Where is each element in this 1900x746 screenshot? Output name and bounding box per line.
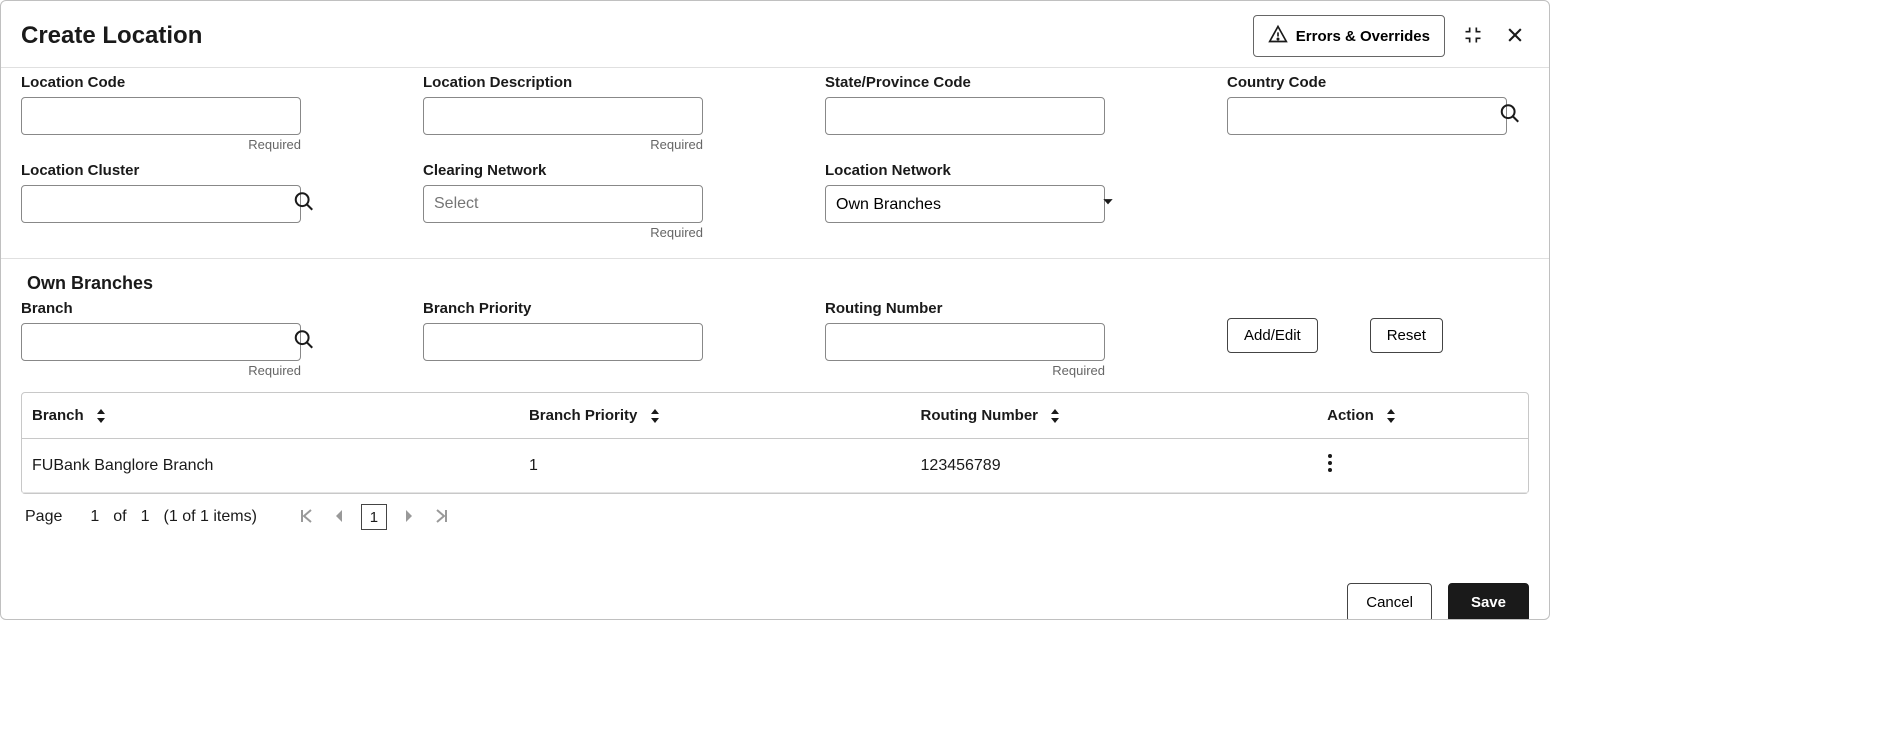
table-row: FUBank Banglore Branch 1 123456789 <box>22 439 1528 493</box>
minimize-icon <box>1463 25 1483 48</box>
add-edit-button[interactable]: Add/Edit <box>1227 318 1318 353</box>
label-state-province-code: State/Province Code <box>825 74 1127 91</box>
col-action-label: Action <box>1327 407 1374 424</box>
input-state-province-code[interactable] <box>825 97 1105 135</box>
own-branches-section: Own Branches Branch Required <box>1 258 1549 554</box>
pager-items-text: (1 of 1 items) <box>164 508 257 526</box>
sort-icon <box>650 409 660 423</box>
label-location-network: Location Network <box>825 162 1127 179</box>
label-location-description: Location Description <box>423 74 725 91</box>
field-clearing-network: Clearing Network Required <box>423 162 725 240</box>
field-branch-priority: Branch Priority <box>423 300 725 361</box>
field-branch-actions: Add/Edit Reset <box>1227 300 1529 353</box>
table-header-row: Branch Branch Priority Rou <box>22 393 1528 439</box>
label-branch-priority: Branch Priority <box>423 300 725 317</box>
collapse-button[interactable] <box>1459 21 1487 52</box>
input-location-description[interactable] <box>423 97 703 135</box>
location-form-section: Location Code Required Location Descript… <box>1 68 1549 254</box>
errors-overrides-label: Errors & Overrides <box>1296 28 1430 45</box>
pager-current: 1 <box>90 508 99 526</box>
col-branch-label: Branch <box>32 407 84 424</box>
pager-total: 1 <box>141 508 150 526</box>
create-location-modal: Create Location Errors & Overrides <box>0 0 1550 620</box>
label-branch: Branch <box>21 300 323 317</box>
label-routing-number: Routing Number <box>825 300 1127 317</box>
input-clearing-network[interactable] <box>423 185 703 223</box>
header-actions: Errors & Overrides <box>1253 15 1529 57</box>
helper-branch: Required <box>21 363 301 378</box>
reset-button[interactable]: Reset <box>1370 318 1443 353</box>
sort-icon <box>96 409 106 423</box>
pager: Page 1 of 1 (1 of 1 items) <box>21 504 1529 540</box>
save-button[interactable]: Save <box>1448 583 1529 620</box>
cell-branch: FUBank Banglore Branch <box>22 439 519 493</box>
chevron-right-icon <box>403 508 415 527</box>
label-country-code: Country Code <box>1227 74 1529 91</box>
helper-location-code: Required <box>21 137 301 152</box>
form-grid-top: Location Code Required Location Descript… <box>21 74 1529 240</box>
pager-first-button[interactable] <box>297 506 317 529</box>
close-icon <box>1505 25 1525 48</box>
own-branches-title: Own Branches <box>27 273 1529 294</box>
field-branch: Branch Required <box>21 300 323 378</box>
pager-next-button[interactable] <box>401 506 417 529</box>
col-routing-number[interactable]: Routing Number <box>911 393 1318 439</box>
sort-icon <box>1050 409 1060 423</box>
modal-header: Create Location Errors & Overrides <box>1 1 1549 68</box>
field-location-code: Location Code Required <box>21 74 323 152</box>
field-routing-number: Routing Number Required <box>825 300 1127 378</box>
branches-table: Branch Branch Priority Rou <box>21 392 1529 494</box>
input-country-code[interactable] <box>1227 97 1507 135</box>
select-location-network[interactable]: Own Branches <box>825 185 1105 223</box>
input-branch-priority[interactable] <box>423 323 703 361</box>
field-location-network: Location Network Own Branches <box>825 162 1127 223</box>
cancel-button[interactable]: Cancel <box>1347 583 1432 620</box>
cell-action <box>1317 439 1528 493</box>
label-clearing-network: Clearing Network <box>423 162 725 179</box>
cell-routing-number: 123456789 <box>911 439 1318 493</box>
first-page-icon <box>299 508 315 527</box>
input-location-cluster[interactable] <box>21 185 301 223</box>
pager-last-button[interactable] <box>431 506 451 529</box>
input-branch[interactable] <box>21 323 301 361</box>
modal-body: Location Code Required Location Descript… <box>1 68 1549 620</box>
row-actions-menu[interactable] <box>1327 453 1333 473</box>
helper-location-description: Required <box>423 137 703 152</box>
pager-prev-button[interactable] <box>331 506 347 529</box>
last-page-icon <box>433 508 449 527</box>
cell-branch-priority: 1 <box>519 439 911 493</box>
col-action[interactable]: Action <box>1317 393 1528 439</box>
input-location-code[interactable] <box>21 97 301 135</box>
col-routing-number-label: Routing Number <box>921 407 1039 424</box>
field-state-province-code: State/Province Code <box>825 74 1127 135</box>
warning-icon <box>1268 24 1288 48</box>
pager-page-label: Page <box>25 508 62 526</box>
pager-of-label: of <box>113 508 126 526</box>
form-grid-branches: Branch Required Branch Priority <box>21 300 1529 378</box>
label-location-code: Location Code <box>21 74 323 91</box>
helper-clearing-network: Required <box>423 225 703 240</box>
field-location-description: Location Description Required <box>423 74 725 152</box>
col-branch-priority[interactable]: Branch Priority <box>519 393 911 439</box>
close-button[interactable] <box>1501 21 1529 52</box>
sort-icon <box>1386 409 1396 423</box>
page-title: Create Location <box>21 22 202 50</box>
helper-routing-number: Required <box>825 363 1105 378</box>
field-location-cluster: Location Cluster <box>21 162 323 223</box>
field-country-code: Country Code <box>1227 74 1529 135</box>
label-location-cluster: Location Cluster <box>21 162 323 179</box>
col-branch[interactable]: Branch <box>22 393 519 439</box>
chevron-left-icon <box>333 508 345 527</box>
errors-overrides-button[interactable]: Errors & Overrides <box>1253 15 1445 57</box>
input-routing-number[interactable] <box>825 323 1105 361</box>
pager-page-box[interactable]: 1 <box>361 504 387 530</box>
col-branch-priority-label: Branch Priority <box>529 407 637 424</box>
footer-bar: Cancel Save <box>1347 583 1529 620</box>
